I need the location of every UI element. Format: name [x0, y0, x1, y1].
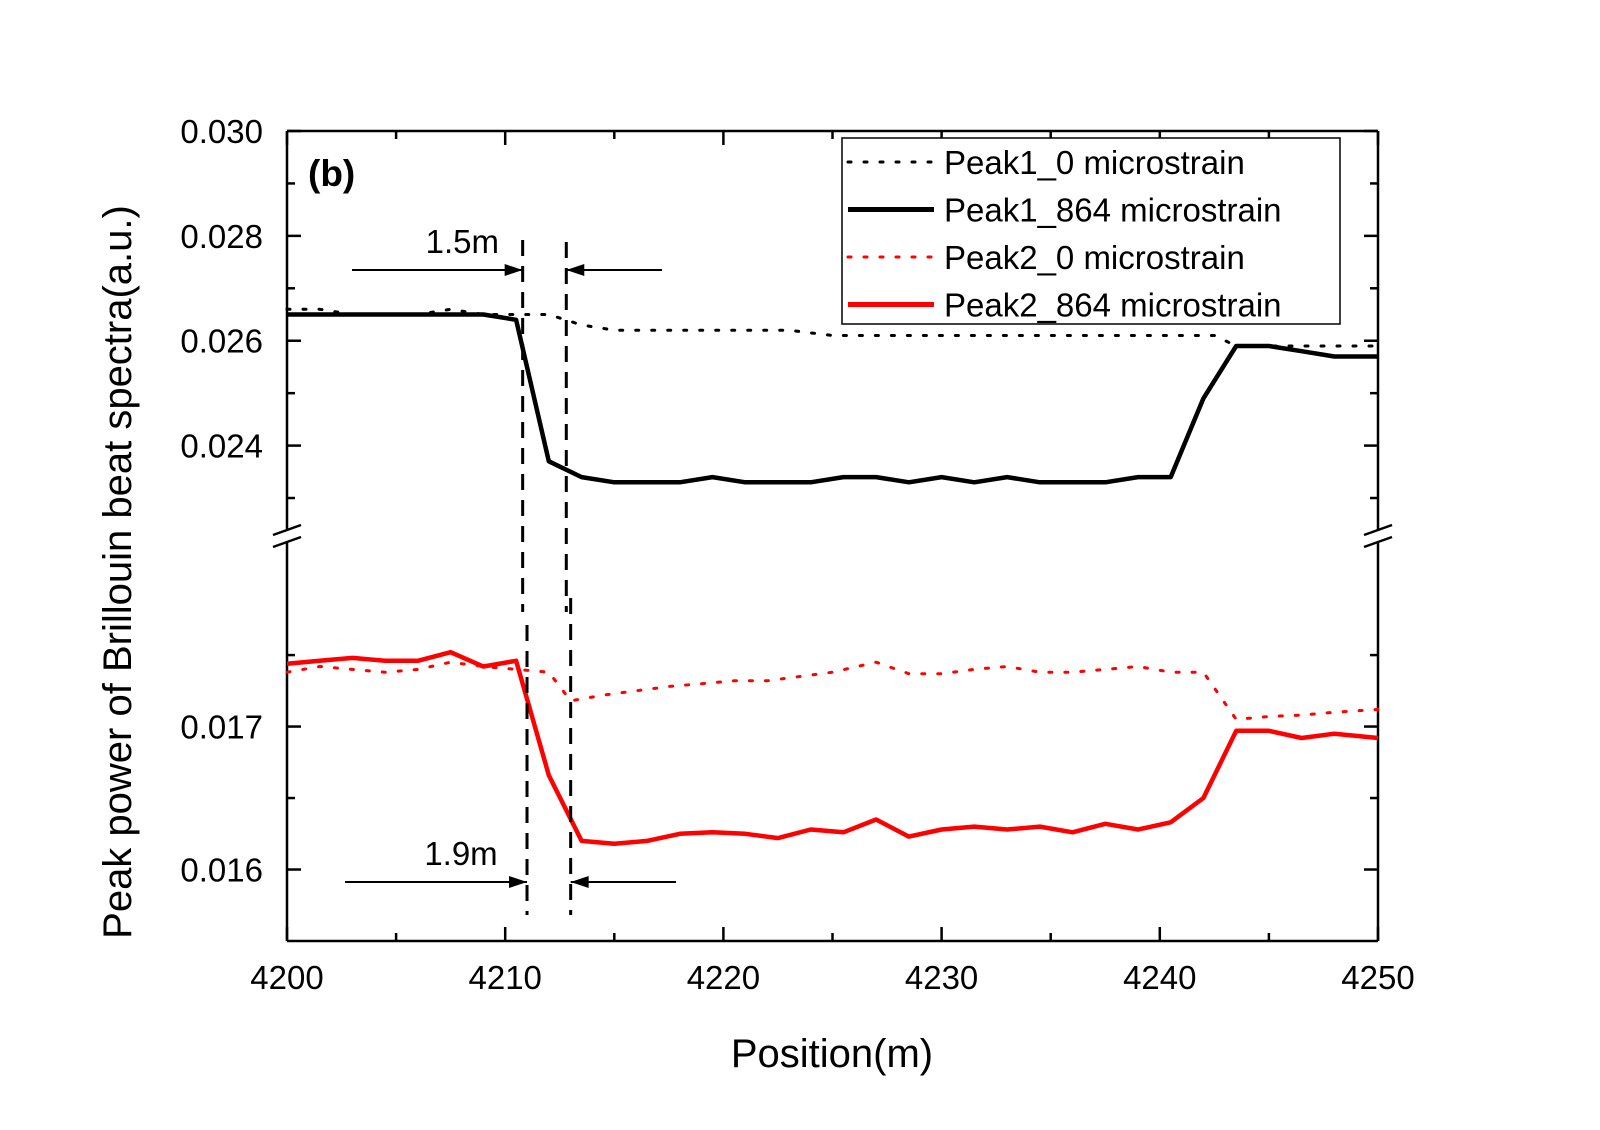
legend: Peak1_0 microstrain Peak1_864 microstrain… [841, 137, 1341, 325]
x-tick-label: 4200 [250, 959, 323, 996]
x-tick-label: 4250 [1341, 959, 1414, 996]
right-axis-break-mark-upper [1363, 523, 1393, 537]
x-tick-label: 4220 [687, 959, 760, 996]
dimension-1-5m-arrowhead-right [504, 264, 523, 276]
legend-label-4: Peak2_864 microstrain [944, 287, 1282, 324]
dimension-1-9m-arrowhead-right [509, 876, 528, 888]
series-line-4 [286, 649, 1379, 847]
dimension-1-5m-label: 1.5m [426, 223, 499, 260]
x-axis-title: Position(m) [731, 1032, 933, 1076]
y-tick-label: 0.028 [180, 218, 263, 255]
legend-box [841, 137, 1341, 325]
dimension-1-5m-arrowhead-left [566, 264, 585, 276]
y-tick-label: 0.024 [180, 428, 263, 465]
series-line-2 [287, 312, 1378, 485]
x-tick-label: 4210 [468, 959, 541, 996]
dimension-annotations: 1.5m 1.9m [345, 223, 676, 915]
dimension-1-9m-arrowhead-left [570, 876, 589, 888]
dimension-1-9m-label: 1.9m [424, 835, 497, 872]
x-tick-label: 4240 [1123, 959, 1196, 996]
y-axis-title: Peak power of Brillouin beat spectra(a.u… [96, 205, 140, 939]
legend-label-3: Peak2_0 microstrain [944, 239, 1245, 276]
series-lines [285, 307, 1380, 847]
y-tick-label: 0.017 [180, 709, 263, 746]
y-tick-label: 0.016 [180, 852, 263, 889]
legend-label-2: Peak1_864 microstrain [944, 192, 1282, 229]
panel-label: (b) [308, 153, 355, 194]
chart-axes: 4200 4210 4220 4230 4240 4250 0.024 0.026 0.028 0… [180, 113, 1414, 996]
left-axis-break-mark-upper [272, 523, 302, 537]
y-tick-label: 0.026 [180, 323, 263, 360]
y-tick-label: 0.030 [180, 113, 263, 150]
left-axis-break-mark-lower [272, 535, 302, 549]
right-axis-break-mark-lower [1363, 535, 1393, 549]
x-tick-label: 4230 [905, 959, 978, 996]
series-line-1 [285, 307, 1380, 348]
legend-label-1: Peak1_0 microstrain [944, 144, 1245, 181]
series-line-3 [285, 660, 1380, 721]
